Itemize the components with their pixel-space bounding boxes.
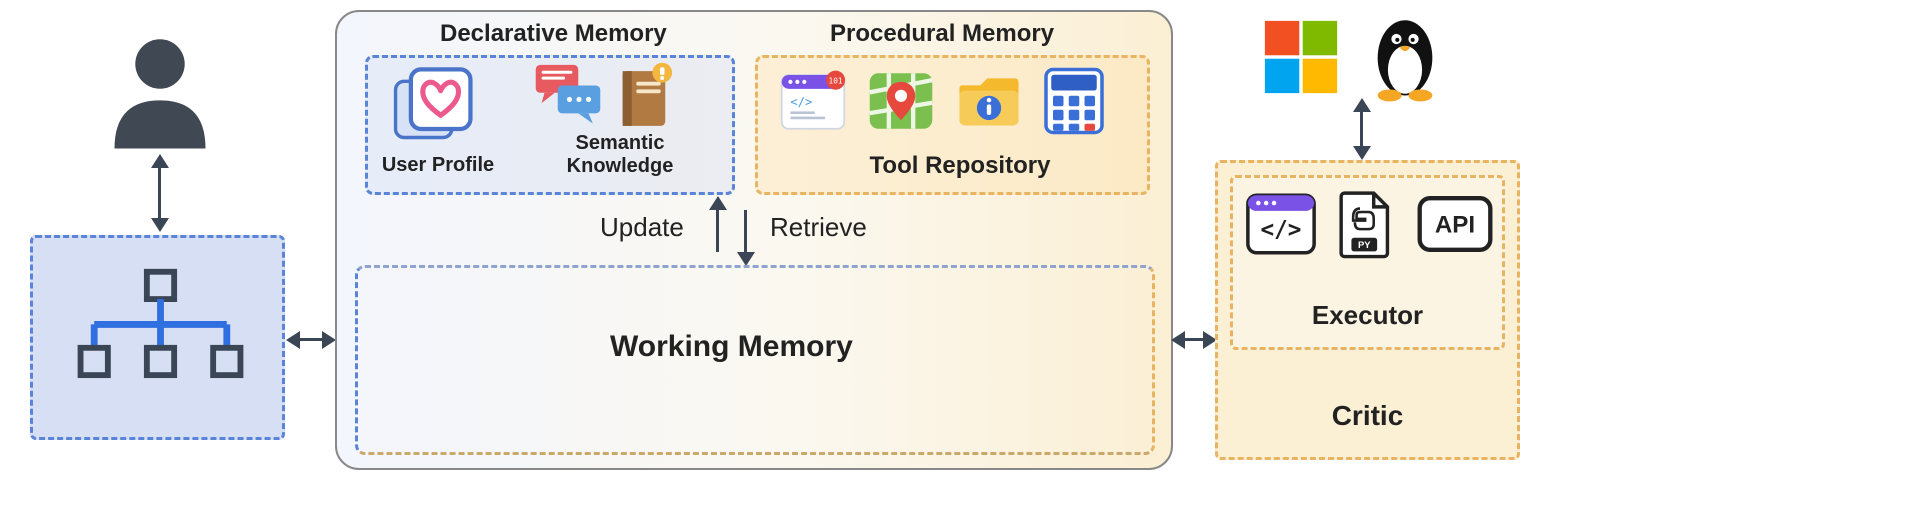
update-label: Update xyxy=(600,212,684,243)
procedural-heading: Procedural Memory xyxy=(830,20,1054,48)
tool-repo-label: Tool Repository xyxy=(835,152,1085,180)
arrow-user-panel xyxy=(158,168,161,218)
hierarchy-panel xyxy=(30,235,285,440)
browser-code-icon: </> xyxy=(1244,190,1318,258)
code-window-icon: </> 101 xyxy=(778,68,848,134)
semantic-label-text: Semantic Knowledge xyxy=(567,132,674,177)
svg-text:PY: PY xyxy=(1358,239,1371,250)
executor-label: Executor xyxy=(1230,300,1505,331)
calculator-icon xyxy=(1042,66,1106,136)
python-file-icon: PY xyxy=(1336,188,1396,260)
arrow-os-executor xyxy=(1360,112,1363,146)
declarative-heading: Declarative Memory xyxy=(440,20,667,48)
arrow-center-right xyxy=(1185,338,1203,341)
user-icon xyxy=(95,25,225,155)
arrow-left-center xyxy=(300,338,322,341)
retrieve-label: Retrieve xyxy=(770,212,867,243)
tool-tiles-row: </> 101 xyxy=(778,66,1138,136)
svg-text:</>: </> xyxy=(1261,217,1302,243)
user-profile-label: User Profile xyxy=(378,154,498,177)
info-folder-icon xyxy=(954,68,1024,134)
svg-text:101: 101 xyxy=(829,77,843,86)
svg-text:API: API xyxy=(1435,212,1475,239)
api-box-icon: API xyxy=(1414,193,1496,255)
windows-icon xyxy=(1258,14,1344,100)
semantic-label: Semantic Knowledge xyxy=(520,132,720,178)
critic-label: Critic xyxy=(1215,400,1520,432)
semantic-chat-icon xyxy=(530,62,606,128)
user-profile-icon xyxy=(390,66,476,146)
svg-text:</>: </> xyxy=(790,95,812,109)
executor-icons-row: </> PY API xyxy=(1244,188,1496,260)
map-pin-icon xyxy=(866,68,936,134)
semantic-book-icon xyxy=(616,62,678,132)
hierarchy-icon xyxy=(63,266,258,416)
working-memory-label: Working Memory xyxy=(610,330,853,364)
arrow-retrieve xyxy=(744,210,747,252)
linux-penguin-icon xyxy=(1362,10,1448,104)
arrow-update xyxy=(716,210,719,252)
